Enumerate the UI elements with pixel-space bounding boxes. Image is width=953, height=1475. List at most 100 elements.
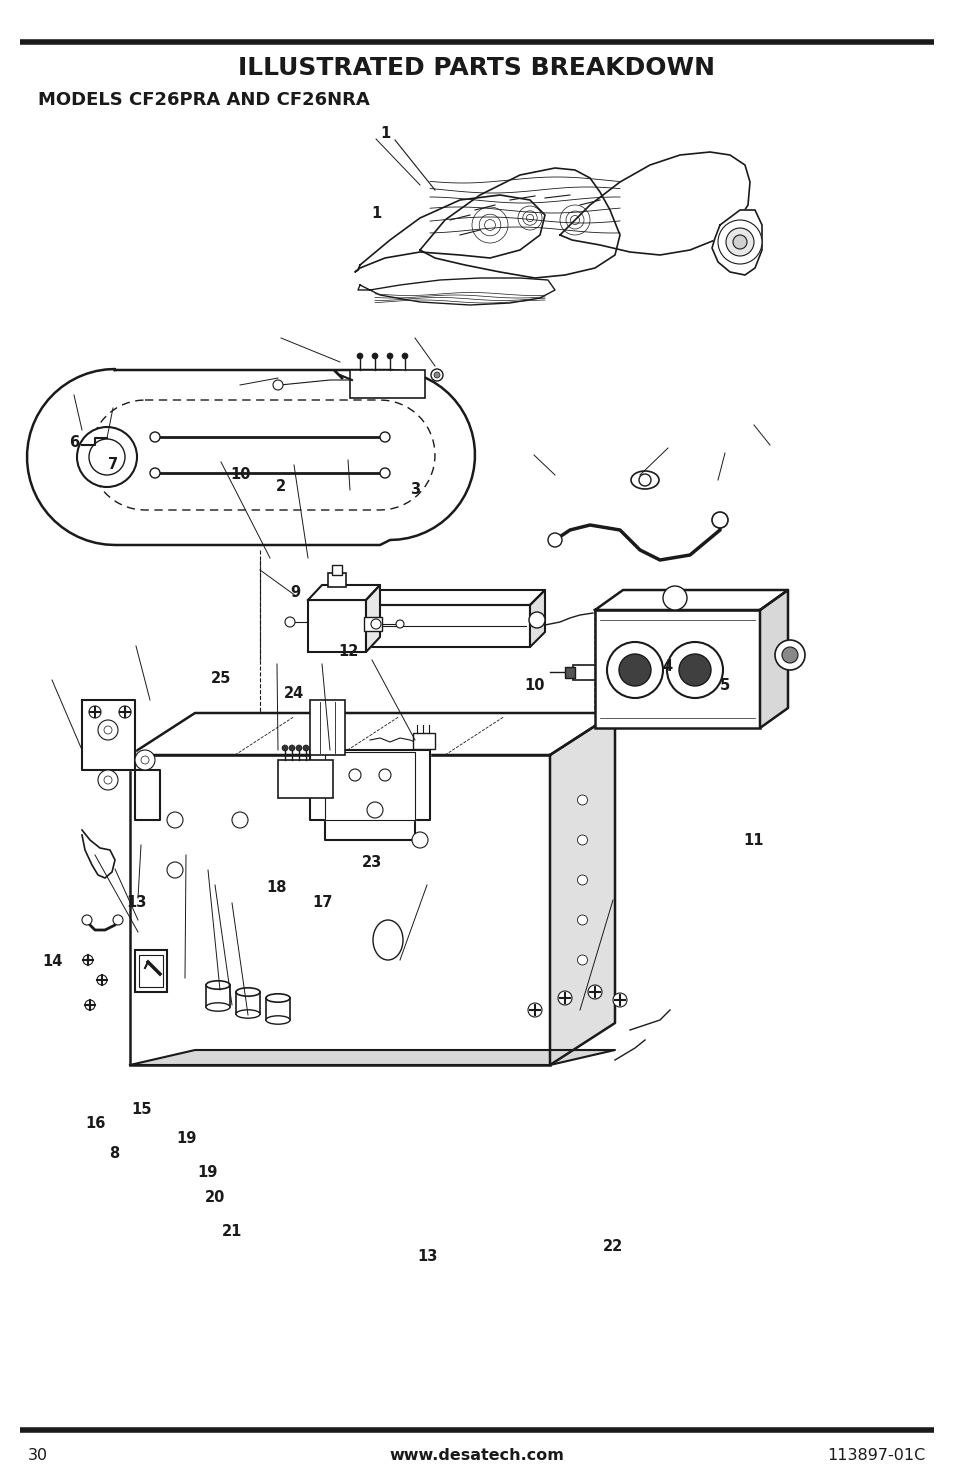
Text: 14: 14 [42,954,63,969]
Bar [135,950,167,993]
Bar [308,600,366,652]
Text: 13: 13 [416,1249,437,1264]
Text: 10: 10 [230,468,251,482]
Polygon shape [82,701,160,820]
Bar [364,617,381,631]
Circle shape [577,835,587,845]
Circle shape [89,440,125,475]
Circle shape [725,229,753,257]
Text: 113897-01C: 113897-01C [827,1447,925,1463]
Bar [330,605,530,648]
Circle shape [167,813,183,827]
Circle shape [547,532,561,547]
Circle shape [303,745,309,751]
Circle shape [662,586,686,611]
Bar [310,701,345,755]
Text: 16: 16 [85,1117,106,1131]
Polygon shape [308,586,379,600]
Text: 24: 24 [283,686,304,701]
Polygon shape [550,712,615,1065]
Text: 6: 6 [70,435,79,450]
Text: 1: 1 [372,207,381,221]
Circle shape [401,353,408,358]
Ellipse shape [373,920,402,960]
Polygon shape [310,749,430,839]
Circle shape [371,620,380,628]
Circle shape [527,1003,541,1016]
Bar [277,760,333,798]
Circle shape [285,617,294,627]
Circle shape [295,745,302,751]
Circle shape [349,768,360,780]
Text: 7: 7 [108,457,117,472]
Circle shape [639,473,650,485]
Ellipse shape [206,1003,230,1012]
Polygon shape [595,590,787,611]
Text: 5: 5 [720,678,729,693]
Text: 17: 17 [312,895,333,910]
Text: MODELS CF26PRA AND CF26NRA: MODELS CF26PRA AND CF26NRA [38,91,370,109]
Circle shape [98,720,118,740]
Circle shape [119,707,131,718]
Circle shape [232,813,248,827]
Circle shape [387,353,393,358]
Circle shape [666,642,722,698]
Text: 4: 4 [662,659,672,674]
Polygon shape [330,590,544,605]
Bar [595,611,760,729]
Text: 11: 11 [742,833,763,848]
Circle shape [618,653,650,686]
Circle shape [412,832,428,848]
Polygon shape [325,752,415,820]
Text: www.desatech.com: www.desatech.com [389,1447,564,1463]
Circle shape [379,432,390,442]
Circle shape [379,468,390,478]
Ellipse shape [266,994,290,1002]
Circle shape [577,954,587,965]
Text: 13: 13 [126,895,147,910]
Circle shape [356,353,363,358]
Circle shape [577,914,587,925]
Circle shape [141,757,149,764]
Circle shape [711,512,727,528]
Text: 25: 25 [211,671,232,686]
Text: 30: 30 [28,1447,48,1463]
Text: 15: 15 [131,1102,152,1117]
Bar [350,370,424,398]
Circle shape [781,648,797,662]
Polygon shape [760,590,787,729]
Circle shape [718,220,761,264]
Text: 2: 2 [276,479,286,494]
Circle shape [104,776,112,785]
Circle shape [98,770,118,791]
Polygon shape [366,586,379,652]
Text: 20: 20 [204,1190,225,1205]
Circle shape [289,745,294,751]
Ellipse shape [630,471,659,490]
Circle shape [529,612,544,628]
Circle shape [613,993,626,1007]
Circle shape [273,381,283,389]
Ellipse shape [206,981,230,990]
Circle shape [83,954,92,965]
Bar [573,665,595,680]
Polygon shape [559,152,749,255]
Text: 19: 19 [197,1165,218,1180]
Circle shape [77,426,137,487]
Circle shape [431,369,442,381]
Circle shape [395,620,403,628]
Text: 8: 8 [110,1146,119,1161]
Text: 21: 21 [221,1224,242,1239]
Polygon shape [419,168,619,277]
Polygon shape [130,1050,615,1065]
Circle shape [606,642,662,698]
Polygon shape [130,712,615,755]
Circle shape [150,468,160,478]
Circle shape [774,640,804,670]
Ellipse shape [235,1010,260,1018]
Circle shape [558,991,572,1004]
Circle shape [679,653,710,686]
Bar [328,572,346,587]
Circle shape [577,795,587,805]
Text: 1: 1 [379,125,390,140]
